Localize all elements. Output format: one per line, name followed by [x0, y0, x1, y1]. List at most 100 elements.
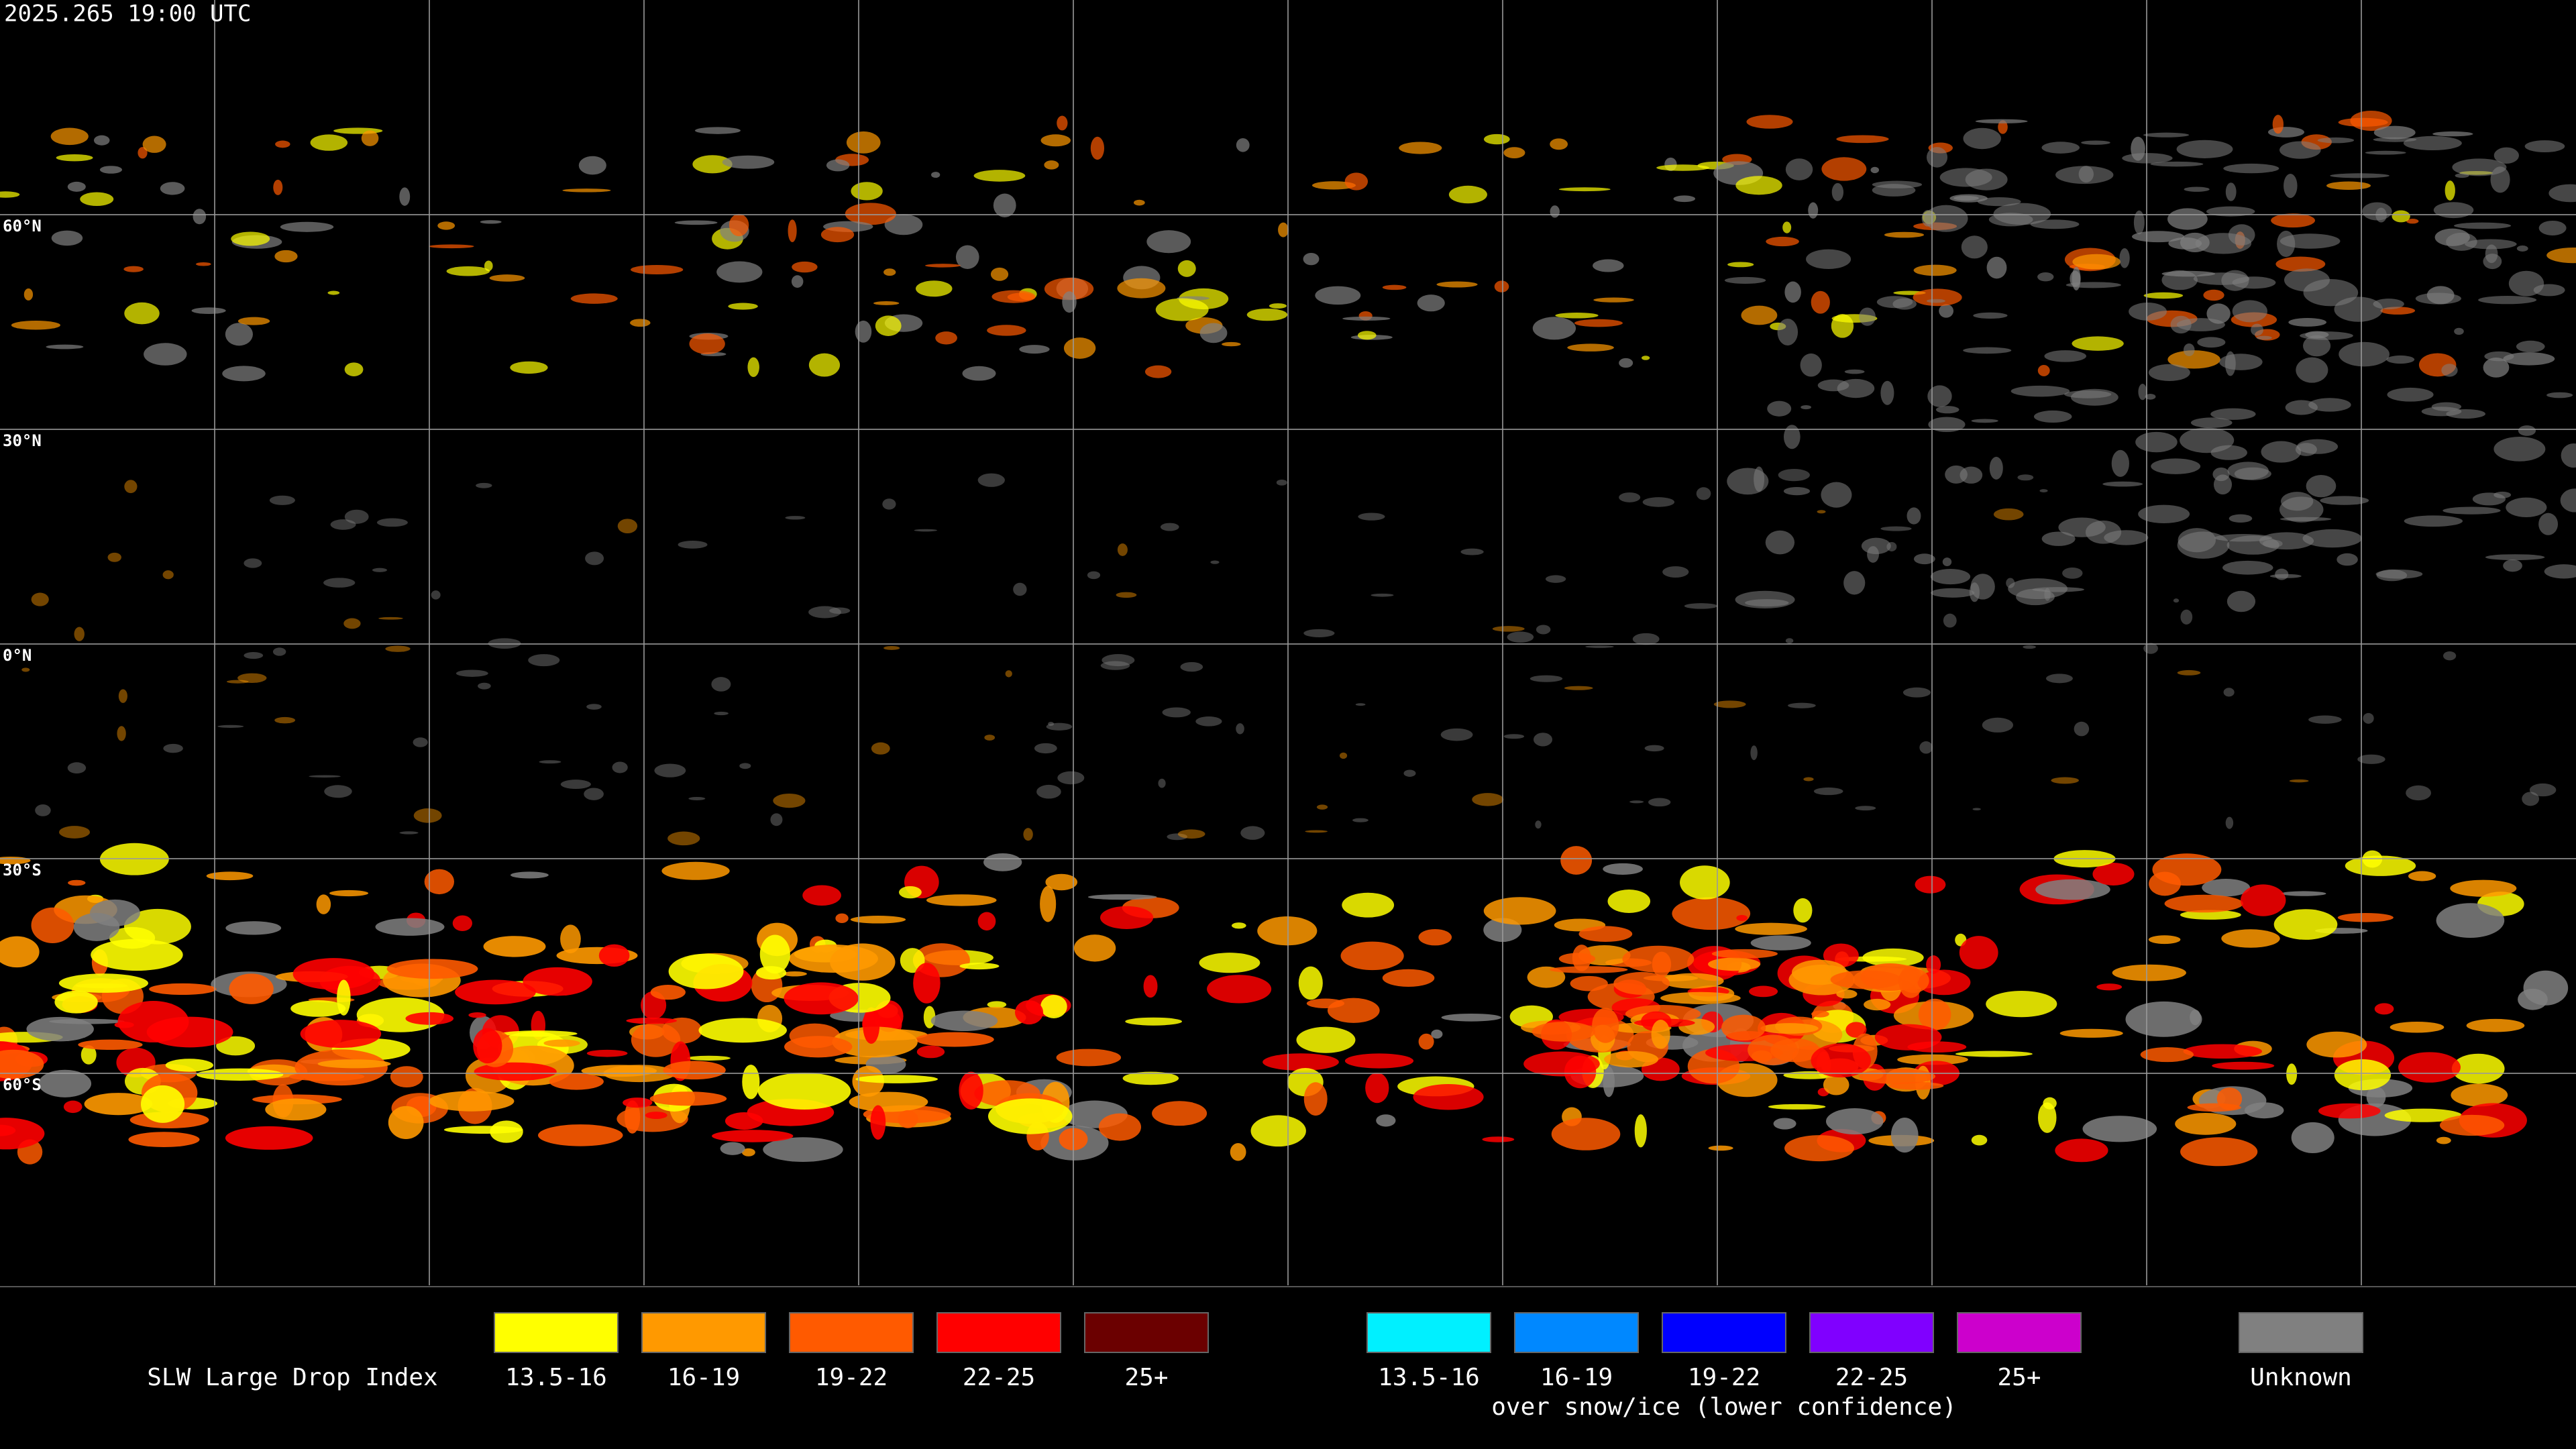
- cloud-patch: [2033, 410, 2072, 423]
- cloud-patch: [2365, 150, 2406, 155]
- cloud-patch: [2225, 816, 2234, 829]
- cloud-patch: [1672, 897, 1751, 930]
- cloud-patch: [987, 325, 1026, 336]
- cloud-patch: [344, 362, 364, 376]
- cloud-patch: [2271, 213, 2316, 228]
- cloud-patch: [1144, 365, 1172, 378]
- cloud-patch: [2289, 779, 2309, 783]
- latitude-label: 30°N: [3, 431, 42, 450]
- cloud-patch: [84, 1093, 153, 1116]
- cloud-patch: [2454, 327, 2464, 335]
- cloud-patch: [2373, 125, 2416, 140]
- cloud-patch: [91, 938, 183, 971]
- cloud-patch: [2406, 785, 2432, 801]
- cloud-patch: [1803, 777, 1814, 782]
- cloud-patch: [1986, 991, 2057, 1018]
- cloud-patch: [935, 331, 957, 345]
- cloud-patch: [0, 1118, 45, 1150]
- cloud-patch: [1545, 575, 1566, 583]
- cloud-patch: [399, 187, 411, 206]
- legend-title: SLW Large Drop Index: [147, 1364, 437, 1391]
- cloud-patch: [2403, 136, 2462, 151]
- cloud-patch: [584, 788, 604, 800]
- cloud-patch: [2334, 297, 2383, 322]
- cloud-patch: [1315, 286, 1361, 305]
- cloud-patch: [146, 1016, 233, 1048]
- cloud-patch: [2074, 721, 2090, 737]
- cloud-patch: [2145, 393, 2156, 400]
- cloud-patch: [1057, 771, 1085, 785]
- cloud-patch: [1963, 347, 2012, 354]
- cloud-patch: [330, 519, 356, 530]
- cloud-patch: [1741, 305, 1778, 325]
- cloud-patch: [1298, 966, 1323, 1000]
- cloud-patch: [2183, 343, 2195, 357]
- cloud-patch: [63, 1100, 83, 1114]
- cloud-patch: [528, 654, 560, 667]
- cloud-patch: [1057, 115, 1068, 131]
- cloud-patch: [729, 213, 749, 237]
- cloud-patch: [2546, 392, 2573, 398]
- cloud-patch: [1656, 164, 1709, 171]
- cloud-patch: [694, 127, 741, 134]
- cloud-patch: [1927, 299, 1945, 303]
- cloud-patch: [193, 209, 207, 225]
- cloud-patch: [1365, 1073, 1389, 1104]
- cloud-patch: [2212, 1061, 2275, 1070]
- legend-swatch: [789, 1312, 914, 1353]
- cloud-patch: [2362, 202, 2392, 221]
- cloud-patch: [2286, 1063, 2298, 1085]
- cloud-patch: [1023, 828, 1033, 841]
- cloud-patch: [2450, 879, 2517, 897]
- cloud-patch: [2454, 222, 2512, 229]
- cloud-patch: [2281, 492, 2314, 511]
- cloud-patch: [973, 170, 1026, 182]
- cloud-patch: [1859, 1068, 1936, 1085]
- cloud-patch: [1529, 675, 1563, 682]
- cloud-patch: [323, 578, 356, 588]
- cloud-patch: [784, 1036, 853, 1058]
- cloud-patch: [2210, 445, 2247, 460]
- cloud-patch: [1955, 1051, 2033, 1057]
- cloud-patch: [361, 130, 379, 146]
- cloud-patch: [645, 1112, 667, 1120]
- cloud-patch: [692, 155, 733, 174]
- cloud-patch: [2350, 110, 2392, 131]
- cloud-patch: [1483, 897, 1556, 925]
- cloud-patch: [1116, 592, 1137, 598]
- legend-label: Unknown: [2250, 1364, 2352, 1391]
- cloud-patch: [1044, 278, 1094, 301]
- cloud-patch: [1007, 292, 1034, 302]
- cloud-patch: [1492, 626, 1525, 632]
- legend-swatch: [1366, 1312, 1491, 1353]
- cloud-patch: [650, 985, 686, 1000]
- cloud-patch: [1005, 670, 1012, 678]
- cloud-patch: [2043, 1097, 2057, 1110]
- cloud-patch: [225, 1126, 313, 1150]
- cloud-patch: [290, 1000, 346, 1017]
- cloud-patch: [1713, 700, 1746, 708]
- cloud-patch: [2308, 398, 2351, 412]
- cloud-patch: [1642, 356, 1650, 360]
- cloud-patch: [2432, 131, 2473, 137]
- cloud-patch: [67, 181, 86, 192]
- cloud-patch: [1567, 343, 1614, 352]
- cloud-patch: [1403, 769, 1416, 777]
- cloud-patch: [1880, 526, 1912, 531]
- cloud-patch: [581, 1065, 657, 1077]
- cloud-patch: [1417, 294, 1445, 312]
- cloud-patch: [1784, 1135, 1854, 1162]
- cloud-patch: [2177, 531, 2230, 559]
- legend-label: 22-25: [963, 1364, 1035, 1391]
- cloud-patch: [2518, 425, 2536, 436]
- cloud-patch: [663, 1061, 726, 1080]
- graticule: 60°N 30°N 0°N 30°S 60°S: [0, 0, 2576, 1285]
- cloud-patch: [2168, 237, 2202, 250]
- cloud-patch: [2548, 184, 2576, 203]
- cloud-patch: [2023, 645, 2036, 649]
- cloud-patch: [955, 245, 979, 270]
- cloud-patch: [1821, 157, 1867, 181]
- cloud-patch: [1098, 1113, 1142, 1141]
- cloud-patch: [2330, 173, 2390, 178]
- cloud-patch: [1998, 120, 2008, 134]
